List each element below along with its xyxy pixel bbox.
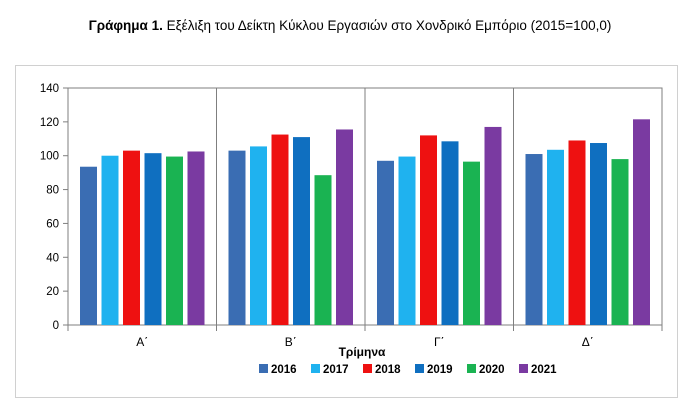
legend-label-2016: 2016 [271, 364, 297, 376]
bar-2016-q2 [228, 150, 246, 325]
y-tick-label-120: 120 [40, 117, 59, 129]
bar-2020-q4 [611, 159, 629, 325]
bar-2017-q1 [101, 155, 119, 325]
y-tick-label-80: 80 [46, 185, 59, 197]
y-tick-label-20: 20 [46, 286, 59, 298]
bar-2019-q1 [144, 153, 162, 325]
legend-label-2017: 2017 [323, 364, 349, 376]
bar-2016-q4 [525, 154, 543, 325]
bar-2017-q4 [547, 149, 564, 325]
y-tick-label-100: 100 [40, 151, 59, 163]
y-tick-label-60: 60 [46, 218, 59, 230]
bar-2020-q2 [314, 175, 332, 325]
legend-label-2018: 2018 [375, 364, 401, 376]
x-tick-label-q3: Γ΄ [434, 335, 445, 349]
bar-2019-q4 [590, 143, 607, 325]
legend-swatch-2020 [467, 364, 476, 373]
legend-swatch-2019 [415, 364, 424, 373]
bar-2020-q1 [166, 156, 183, 325]
x-tick-label-q2: Β΄ [285, 335, 297, 349]
y-tick-label-0: 0 [53, 320, 59, 332]
legend-swatch-2018 [363, 364, 372, 373]
y-tick-label-140: 140 [40, 83, 59, 95]
legend-swatch-2021 [519, 364, 528, 373]
bar-2021-q4 [633, 119, 650, 325]
x-tick-label-q4: Δ΄ [582, 335, 594, 349]
bar-2018-q1 [123, 150, 140, 325]
bar-2019-q3 [441, 141, 459, 325]
x-tick-label-q1: Α΄ [136, 335, 148, 349]
bar-2017-q3 [398, 156, 416, 325]
bar-2021-q3 [484, 126, 502, 325]
bar-2021-q1 [187, 151, 205, 325]
bar-2019-q2 [293, 137, 310, 325]
bar-2018-q4 [568, 140, 586, 325]
bar-2020-q3 [463, 161, 480, 325]
bar-2021-q2 [336, 129, 353, 325]
bar-2016-q3 [377, 160, 394, 325]
legend-swatch-2017 [311, 364, 320, 373]
legend-swatch-2016 [259, 364, 268, 373]
legend-label-2019: 2019 [427, 364, 453, 376]
y-tick-label-40: 40 [46, 252, 59, 264]
legend-label-2020: 2020 [479, 364, 505, 376]
legend-label-2021: 2021 [531, 364, 557, 376]
chart-frame [15, 65, 678, 398]
chart-title: Γράφημα 1. Εξέλιξη του Δείκτη Κύκλου Εργ… [0, 18, 700, 33]
bar-2018-q3 [420, 135, 437, 325]
x-axis-title: Τρίμηνα [339, 345, 386, 359]
chart-title-prefix: Γράφημα 1. [88, 18, 163, 33]
bar-2017-q2 [250, 146, 267, 325]
bar-2016-q1 [80, 166, 97, 325]
chart-title-text: Εξέλιξη του Δείκτη Κύκλου Εργασιών στο Χ… [162, 18, 612, 33]
bar-2018-q2 [271, 134, 289, 325]
